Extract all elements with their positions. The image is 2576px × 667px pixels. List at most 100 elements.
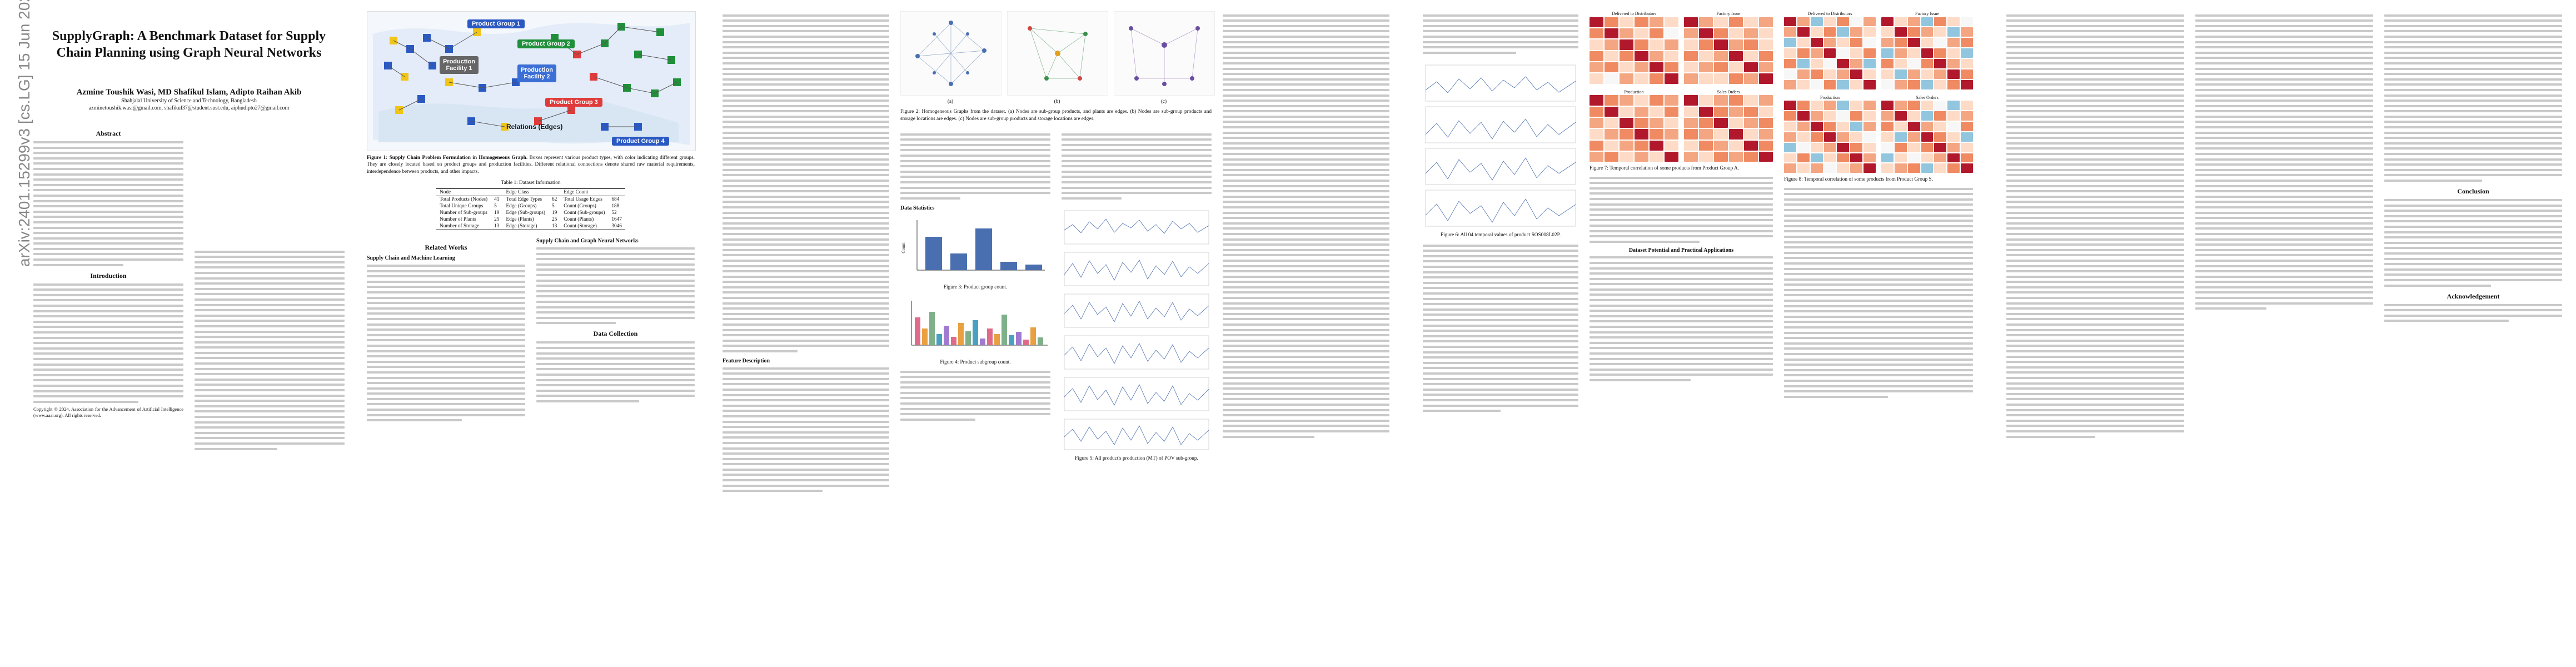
related-works-column: Related Works Supply Chain and Machine L…: [367, 238, 525, 424]
figure-4-bar: [973, 320, 978, 346]
table-cell: Edge (Groups): [506, 203, 537, 210]
figure-3-bar: [975, 228, 992, 270]
acknowledgement-heading: Acknowledgement: [2447, 292, 2500, 300]
figure-1-caption: Figure 1: Supply Chain Problem Formulati…: [367, 155, 695, 175]
page2-col3-text-bottom: [900, 370, 1050, 421]
related-works-heading: Related Works: [425, 243, 467, 252]
potential-text: [1590, 256, 1773, 381]
figure-3-ylabel: Count: [901, 242, 906, 253]
conclusion-text: [2384, 199, 2562, 287]
page4-col3-text: [2384, 14, 2562, 182]
figure-6-chart: [1425, 64, 1576, 227]
page-1: SupplyGraph: A Benchmark Dataset for Sup…: [33, 0, 696, 667]
fig8-heatmap-production: [1784, 101, 1876, 173]
figure-5-chart: [1064, 210, 1209, 450]
figure-2b-label: (b): [1054, 99, 1060, 104]
page3-col3-text: [1784, 187, 1973, 398]
table-row: Total Unique Groups 5 Edge (Groups) 5 Coun…: [436, 203, 625, 210]
table-1-header-row: Node Edge Class Edge Count: [436, 188, 625, 197]
figure-2a-label: (a): [947, 99, 954, 104]
figure-4-caption: Figure 4: Product subgroup count.: [940, 360, 1011, 366]
figure-4-bar: [958, 323, 964, 346]
figure-4-bar: [1016, 332, 1022, 346]
table-1-header: Node: [436, 188, 491, 197]
table-1-header: Edge Count: [560, 188, 609, 197]
fig7-panel-title: Delivered to Distributors: [1612, 11, 1656, 16]
table-cell: Total Products (Nodes): [440, 197, 488, 203]
table-1-header: [491, 188, 503, 197]
fig8-panel-title: Sales Orders: [1916, 94, 1939, 100]
page4-col3: Conclusion Acknowledgement: [2384, 11, 2562, 325]
table-cell: 19: [551, 210, 557, 216]
feature-description-text: [723, 367, 889, 492]
sc-ml-heading: Supply Chain and Machine Learning: [367, 255, 455, 262]
page2-col3-text: [900, 133, 1050, 200]
acknowledgement-text: [2384, 303, 2562, 322]
table-1-caption: Table 1: Dataset Information: [501, 180, 561, 186]
page1-left-column: Azmine Toushik Wasi, MD Shafikul Islam, …: [33, 83, 345, 453]
paper-affiliation: Shahjalal University of Science and Tech…: [121, 98, 257, 104]
figure-2: (a) (b): [900, 11, 1215, 105]
sc-ml-text: [367, 265, 525, 422]
page2-col5: [1223, 11, 1389, 441]
label-product-group-4: Product Group 4: [612, 137, 669, 146]
fig2a-decor-edges: [917, 22, 985, 84]
fig2a-decor-nodes: [915, 21, 986, 86]
figure-4-bar: [944, 326, 949, 346]
figure-2c-label: (c): [1160, 99, 1167, 104]
figure-3-chart: Count: [901, 220, 1045, 271]
table-cell: Edge (Sub-groups): [506, 210, 545, 216]
fig8-panel-title: Delivered to Distributors: [1807, 11, 1852, 16]
page2-col4-text: [1062, 133, 1212, 200]
figure-4-bar: [965, 331, 971, 346]
figure-2b-graph: [1007, 11, 1108, 96]
table-cell: Number of Plants: [440, 217, 476, 223]
page3-col3: Delivered to Distributors Factory Issue: [1784, 11, 1973, 401]
figure-5-caption: Figure 5: All product's production (MT) …: [1075, 456, 1198, 462]
figure-7-caption: Figure 7: Temporal correlation of some p…: [1590, 166, 1739, 172]
page-2: Feature Description: [723, 0, 1395, 667]
table-1-header: [608, 188, 625, 197]
table-cell: 188: [611, 203, 620, 210]
arxiv-id-text: arXiv:2401.15299v3 [cs.LG] 15 Jun 2025: [16, 0, 33, 267]
figure-4-bar: [987, 328, 993, 346]
page4-col2-text: [2195, 14, 2373, 310]
fig7-heatmap-sales: [1684, 95, 1773, 162]
table-cell: 25: [551, 217, 557, 223]
table-cell: Number of Sub-groups: [440, 210, 487, 216]
page3-col1: Figure 6: All 04 temporal values of prod…: [1423, 11, 1578, 415]
figure-6-series: [1425, 64, 1576, 227]
table-row: Total Products (Nodes) 41 Total Edge Type…: [436, 196, 625, 203]
table-cell: Number of Storage: [436, 223, 491, 231]
page3-col1-text-bottom: [1423, 244, 1578, 412]
figure-3-bar: [1000, 261, 1017, 270]
page4-col2: [2195, 11, 2373, 313]
figure-4-bar: [1023, 340, 1029, 346]
table-cell: Total Usage Edges: [564, 197, 602, 203]
figure-2c-graph: [1114, 11, 1215, 96]
introduction-heading: Introduction: [90, 271, 127, 280]
label-production-facility-1: Production Facility 1: [440, 56, 479, 74]
relation-edges: [387, 26, 677, 127]
table-cell: 19: [494, 210, 500, 216]
figure-4-bar: [1038, 337, 1043, 346]
figure-4-bar: [1009, 335, 1014, 346]
figure-1-caption-title: Figure 1: Supply Chain Problem Formulati…: [367, 155, 528, 161]
figure-1-graphic: [373, 23, 690, 145]
table-cell: Edge (Storage): [502, 223, 549, 231]
fig8-heatmap-delivered: [1784, 17, 1876, 89]
figure-3-bar: [950, 253, 967, 270]
table-cell: 41: [494, 197, 500, 203]
figure-4-bar: [1001, 315, 1007, 346]
figure-2a-graph: [900, 11, 1001, 96]
fig7-panel-title: Factory Issue: [1716, 11, 1741, 16]
data-statistics-heading: Data Statistics: [900, 205, 935, 211]
fig8-panel-title: Factory Issue: [1915, 11, 1939, 16]
fig7-panel-title: Production: [1624, 89, 1644, 94]
sc-gnn-heading: Supply Chain and Graph Neural Networks: [536, 238, 639, 245]
figure-7: Delivered to Distributors Factory Issue: [1590, 11, 1773, 162]
fig2b-decor-edges: [1029, 28, 1086, 79]
page2-col5-text: [1223, 14, 1389, 438]
table-cell: 25: [494, 217, 500, 223]
table-cell: Total Unique Groups: [440, 203, 484, 210]
